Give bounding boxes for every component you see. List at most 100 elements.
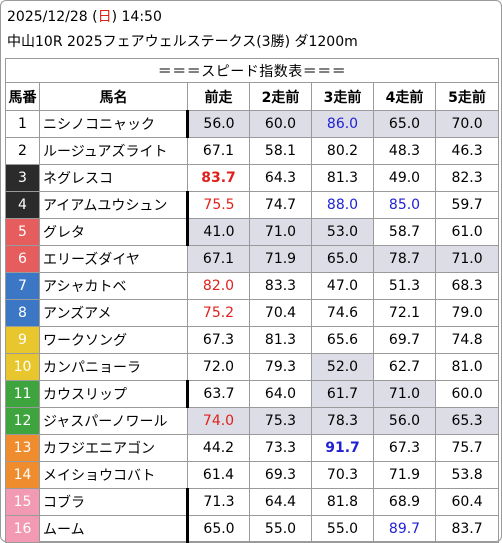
horse-number: 7 [5, 272, 40, 300]
table-row: 3 ネグレスコ 83.7 64.3 81.3 49.0 82.3 [5, 164, 500, 192]
horse-name: カンパニョーラ [39, 353, 188, 381]
horse-name: ジャスパーノワール [39, 407, 188, 435]
speed-index-value: 70.3 [311, 461, 374, 489]
speed-index-value: 67.1 [187, 137, 250, 165]
horse-number: 10 [5, 353, 40, 381]
speed-index-value: 73.3 [249, 434, 312, 462]
speed-index-value: 61.4 [187, 461, 250, 489]
col-header-5-races-ago: 5走前 [434, 82, 500, 111]
speed-index-value: 72.0 [187, 353, 250, 381]
speed-index-value: 88.0 [311, 191, 374, 219]
speed-index-value: 60.4 [434, 488, 500, 516]
table-row: 10 カンパニョーラ 72.0 79.3 52.0 62.7 81.0 [5, 353, 500, 381]
horse-number: 3 [5, 164, 40, 192]
speed-index-value: 74.7 [249, 191, 312, 219]
speed-index-value: 58.1 [249, 137, 312, 165]
table-row: 13 カフジエニアゴン 44.2 73.3 91.7 67.3 75.7 [5, 434, 500, 462]
speed-index-value: 75.5 [187, 191, 250, 219]
speed-index-value: 56.0 [373, 407, 436, 435]
table-row: 11 カウスリップ 63.7 64.0 61.7 71.0 60.0 [5, 380, 500, 408]
horse-number: 1 [5, 110, 40, 138]
speed-index-value: 69.3 [249, 461, 312, 489]
speed-index-value: 64.4 [249, 488, 312, 516]
table-row: 15 コブラ 71.3 64.4 81.8 68.9 60.4 [5, 488, 500, 516]
speed-index-value: 80.2 [311, 137, 374, 165]
speed-index-value: 46.3 [434, 137, 500, 165]
table-row: 1 ニシノコニャック 56.0 60.0 86.0 65.0 70.0 [5, 110, 500, 138]
horse-name: カウスリップ [39, 380, 189, 408]
speed-index-value: 49.0 [373, 164, 436, 192]
speed-index-value: 78.3 [311, 407, 374, 435]
speed-index-value: 65.3 [434, 407, 500, 435]
speed-index-value: 81.3 [249, 326, 312, 354]
weekday-text: 日 [97, 9, 112, 25]
speed-index-value: 56.0 [187, 110, 250, 138]
speed-index-value: 86.0 [311, 110, 374, 138]
speed-index-value: 67.3 [373, 434, 436, 462]
col-header-4-races-ago: 4走前 [373, 82, 436, 111]
table-row: 14 メイショウコバト 61.4 69.3 70.3 71.9 53.8 [5, 461, 500, 489]
speed-index-value: 64.3 [249, 164, 312, 192]
col-header-horse-name: 馬名 [39, 82, 188, 111]
speed-index-value: 91.7 [311, 434, 374, 462]
table-row: 9 ワークソング 67.3 81.3 65.6 69.7 74.8 [5, 326, 500, 354]
speed-index-value: 63.7 [187, 380, 250, 408]
col-header-last-race: 前走 [187, 82, 250, 111]
speed-index-value: 78.7 [373, 245, 436, 273]
speed-index-value: 74.0 [187, 407, 250, 435]
speed-index-value: 82.3 [434, 164, 500, 192]
speed-index-value: 68.3 [434, 272, 500, 300]
speed-index-value: 55.0 [249, 515, 312, 543]
col-header-3-races-ago: 3走前 [311, 82, 374, 111]
speed-index-value: 75.7 [434, 434, 500, 462]
speed-index-value: 89.7 [373, 515, 436, 543]
horse-number: 2 [5, 137, 40, 165]
speed-index-value: 82.0 [187, 272, 250, 300]
speed-index-value: 58.7 [373, 218, 436, 246]
horse-number: 11 [5, 380, 40, 408]
speed-index-value: 70.4 [249, 299, 312, 327]
race-datetime: 2025/12/28 (日) 14:50 [7, 8, 162, 26]
speed-index-value: 81.8 [311, 488, 374, 516]
horse-name: アシャカトベ [39, 272, 188, 300]
horse-name: アンズアメ [39, 299, 188, 327]
speed-index-value: 65.6 [311, 326, 374, 354]
race-title: 中山10R 2025フェアウェルステークス(3勝) ダ1200m [7, 34, 358, 50]
speed-index-value: 71.3 [187, 488, 250, 516]
speed-index-value: 72.1 [373, 299, 436, 327]
table-row: 12 ジャスパーノワール 74.0 75.3 78.3 56.0 65.3 [5, 407, 500, 435]
horse-number: 13 [5, 434, 40, 462]
speed-index-value: 60.0 [249, 110, 312, 138]
speed-index-value: 53.8 [434, 461, 500, 489]
speed-index-value: 79.0 [434, 299, 500, 327]
speed-index-value: 71.9 [373, 461, 436, 489]
col-header-2-races-ago: 2走前 [249, 82, 312, 111]
horse-name: アイアムユウシュン [39, 191, 189, 219]
table-row: 4 アイアムユウシュン 75.5 74.7 88.0 85.0 59.7 [5, 191, 500, 219]
speed-index-value: 62.7 [373, 353, 436, 381]
speed-index-value: 53.0 [311, 218, 374, 246]
speed-index-value: 83.7 [434, 515, 500, 543]
speed-index-value: 71.0 [373, 380, 436, 408]
speed-index-value: 83.7 [187, 164, 250, 192]
speed-index-value: 55.0 [311, 515, 374, 543]
horse-name: ムーム [39, 515, 189, 543]
col-header-horse-number: 馬番 [5, 82, 40, 111]
table-row: 8 アンズアメ 75.2 70.4 74.6 72.1 79.0 [5, 299, 500, 327]
speed-index-value: 61.7 [311, 380, 374, 408]
speed-index-value: 71.9 [249, 245, 312, 273]
horse-name: コブラ [39, 488, 189, 516]
horse-number: 9 [5, 326, 40, 354]
speed-index-value: 51.3 [373, 272, 436, 300]
horse-number: 15 [5, 488, 40, 516]
speed-index-value: 48.3 [373, 137, 436, 165]
speed-index-value: 79.3 [249, 353, 312, 381]
speed-index-value: 65.0 [187, 515, 250, 543]
speed-index-value: 74.8 [434, 326, 500, 354]
table-row: 7 アシャカトベ 82.0 83.3 47.0 51.3 68.3 [5, 272, 500, 300]
speed-index-value: 74.6 [311, 299, 374, 327]
horse-number: 14 [5, 461, 40, 489]
speed-index-value: 67.3 [187, 326, 250, 354]
speed-index-value: 69.7 [373, 326, 436, 354]
